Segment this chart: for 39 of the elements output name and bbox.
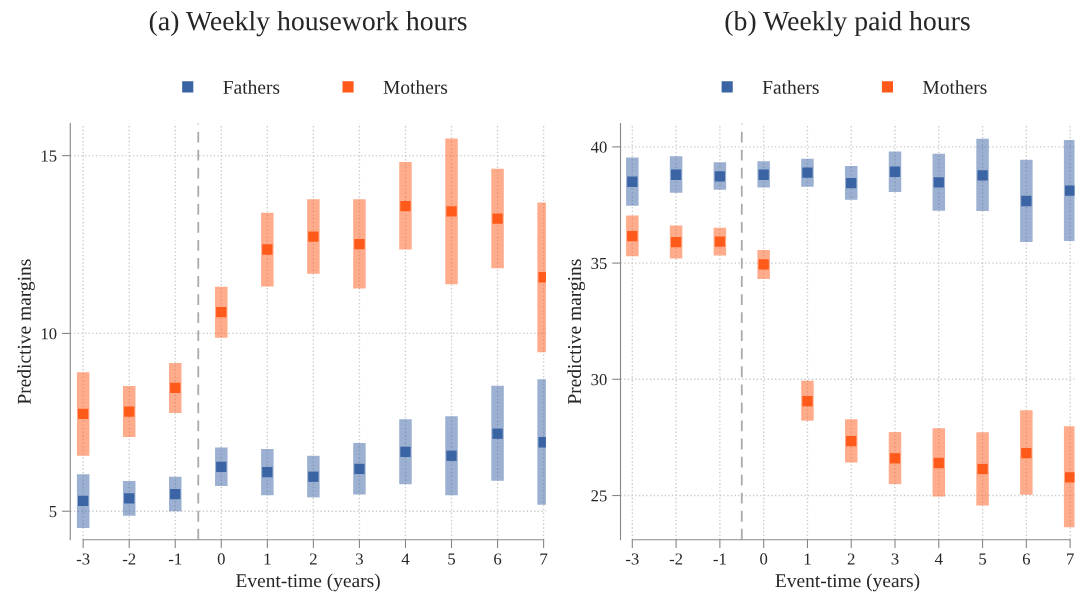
y-axis-title: Predictive margins <box>567 259 586 405</box>
x-tick-label: 7 <box>540 553 548 565</box>
chart-title: (b) Weekly paid hours <box>725 10 970 37</box>
x-tick-label: -2 <box>122 553 136 565</box>
x-tick-label: 5 <box>448 553 456 565</box>
x-tick-label: 7 <box>1067 553 1074 565</box>
x-tick-label: 0 <box>760 553 768 565</box>
x-tick-label: 3 <box>356 553 363 565</box>
y-tick-label: 10 <box>41 328 57 340</box>
x-axis-title: Event-time (years) <box>236 573 380 592</box>
x-tick-label: 5 <box>979 553 987 565</box>
x-tick-label: 2 <box>847 553 855 565</box>
y-tick-label: 25 <box>591 490 607 502</box>
x-tick-label: 1 <box>804 553 811 565</box>
x-tick-label: 2 <box>309 553 317 565</box>
legend-label: Fathers <box>762 80 819 94</box>
x-tick-label: -3 <box>625 553 639 565</box>
x-tick-label: 6 <box>494 553 502 565</box>
x-tick-label: -1 <box>168 553 182 565</box>
x-tick-label: 0 <box>217 553 225 565</box>
y-tick-label: 30 <box>591 374 607 386</box>
x-tick-label: 1 <box>264 553 271 565</box>
chart-title: (a) Weekly housework hours <box>149 10 467 37</box>
x-tick-label: -1 <box>713 553 726 565</box>
x-tick-label: -2 <box>669 553 683 565</box>
x-tick-label: 3 <box>891 553 899 565</box>
x-axis-title: Event-time (years) <box>775 573 920 592</box>
x-tick-label: 6 <box>1022 553 1031 565</box>
x-tick-label: 4 <box>401 553 410 565</box>
y-tick-label: 15 <box>41 150 57 162</box>
legend-label: Mothers <box>923 80 987 94</box>
legend-label: Mothers <box>383 80 448 94</box>
y-tick-label: 5 <box>49 506 57 518</box>
x-tick-label: -3 <box>76 553 90 565</box>
legend-label: Fathers <box>223 80 280 94</box>
y-axis-title: Predictive margins <box>17 259 35 405</box>
x-tick-label: 4 <box>934 553 943 565</box>
y-tick-label: 40 <box>590 141 607 153</box>
y-tick-label: 35 <box>591 257 607 270</box>
